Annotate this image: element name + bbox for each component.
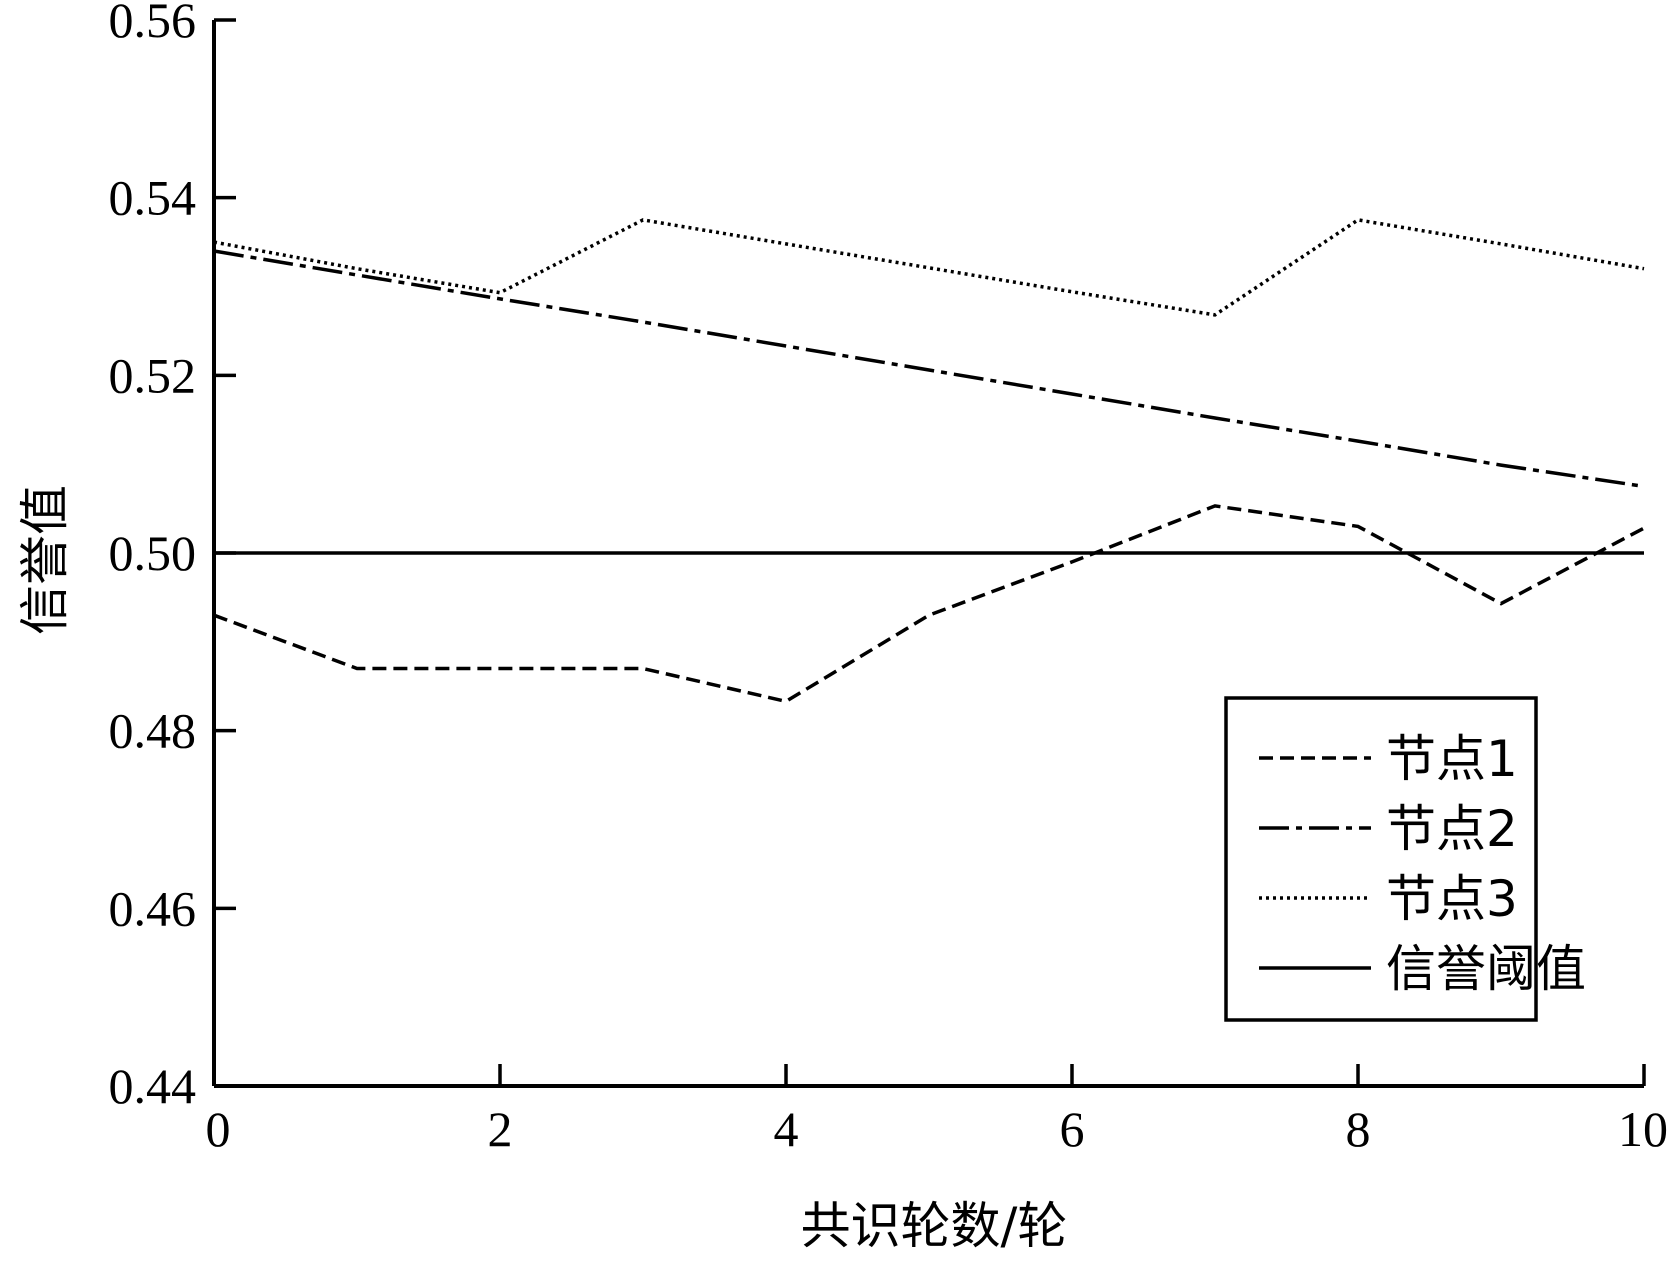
- x-axis-title: 共识轮数/轮: [801, 1197, 1068, 1255]
- ticks-layer: 0 2 4 6 8 10 0.44 0.46 0.48 0.50 0.52 0.54 0.56: [109, 0, 1669, 1157]
- series-line-2: [213, 249, 1645, 489]
- y-tick-label: 0.46: [109, 880, 197, 936]
- series-line-3: [213, 218, 1645, 317]
- series-line-1: [213, 504, 1645, 704]
- legend-label-2: 节点2: [1386, 800, 1518, 858]
- x-tick-label: 10: [1618, 1101, 1668, 1157]
- legend-label-4: 信誉阈值: [1386, 940, 1586, 998]
- y-tick-label: 0.56: [109, 0, 197, 48]
- legend: 节点1 节点2 节点3 信誉阈值: [1224, 696, 1586, 1022]
- x-tick-label: 0: [206, 1101, 231, 1157]
- y-tick-label: 0.52: [109, 347, 197, 403]
- y-tick-label: 0.50: [109, 525, 197, 581]
- x-tick-label: 8: [1346, 1101, 1371, 1157]
- y-tick-label: 0.54: [109, 170, 197, 226]
- series-layer: [213, 218, 1645, 704]
- y-tick-label: 0.48: [109, 703, 197, 759]
- y-tick-label: 0.44: [109, 1058, 197, 1114]
- x-tick-label: 2: [488, 1101, 513, 1157]
- legend-label-1: 节点1: [1386, 730, 1518, 788]
- x-tick-label: 6: [1060, 1101, 1085, 1157]
- x-tick-label: 4: [774, 1101, 799, 1157]
- y-axis-title: 信誉值: [16, 485, 74, 635]
- legend-label-3: 节点3: [1386, 870, 1518, 928]
